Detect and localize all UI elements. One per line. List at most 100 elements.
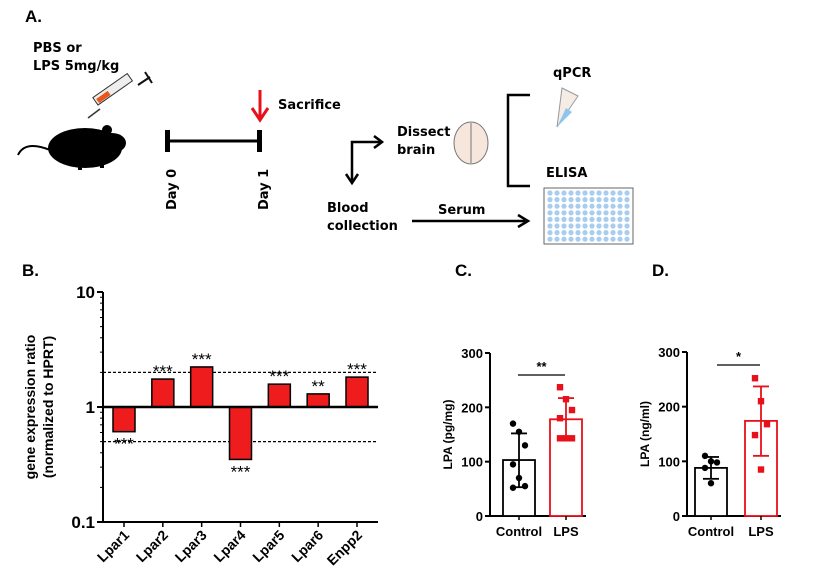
plate-well (568, 197, 574, 203)
plate-well (617, 210, 623, 216)
day1-label: Day 1 (257, 169, 272, 210)
plate-well (568, 223, 574, 229)
plate-well (547, 197, 553, 203)
data-point (515, 428, 523, 435)
data-point (509, 461, 517, 468)
branch-arrows (344, 93, 531, 229)
day0-label: Day 0 (165, 169, 180, 210)
data-point (707, 458, 715, 465)
data-point (562, 435, 570, 442)
x-tick-label: Control (496, 524, 542, 539)
plate-well (568, 203, 574, 209)
significance-label: *** (192, 350, 212, 369)
y-tick-label: 0 (673, 509, 680, 524)
significance-label: ** (536, 359, 547, 374)
plate-well (575, 190, 581, 196)
plate-well (554, 236, 560, 242)
x-tick-label: Lpar2 (133, 527, 171, 565)
plate-well (596, 210, 602, 216)
plate-well (554, 210, 560, 216)
plate-well (617, 236, 623, 242)
plate-well (575, 236, 581, 242)
panel-label-b: B. (22, 261, 39, 280)
y-tick-label: 1 (86, 398, 95, 417)
brain-icon (453, 121, 489, 165)
serum-label: Serum (438, 203, 485, 218)
plate-well (596, 190, 602, 196)
plate-well (547, 236, 553, 242)
data-point (521, 482, 529, 490)
significance-label: * (736, 349, 742, 364)
qpcr-label: qPCR (553, 66, 591, 81)
plate-well (582, 210, 588, 216)
plate-well (624, 230, 630, 236)
bar-lpar2 (151, 378, 175, 408)
plate-well (617, 216, 623, 222)
plate-well (568, 230, 574, 236)
panel-label-c: C. (455, 261, 472, 280)
plate-well (575, 203, 581, 209)
plate-well (610, 210, 616, 216)
x-tick-label: LPS (553, 524, 579, 539)
plate-well (589, 210, 595, 216)
plate-well (610, 190, 616, 196)
data-point (751, 431, 759, 439)
plate-well (624, 197, 630, 203)
data-point (515, 474, 523, 482)
chart-b: 0.1 1 10 gene expression ratio (normalized t… (22, 283, 378, 568)
x-tick-label: Lpar4 (210, 527, 248, 565)
bar-enpp2 (345, 376, 369, 408)
significance-label: *** (347, 360, 367, 379)
x-tick-label: Lpar5 (249, 527, 287, 565)
dissect-label-1: Dissect (397, 125, 450, 140)
treatment-label-1: PBS or (33, 41, 82, 56)
plate-well (610, 203, 616, 209)
data-point (713, 459, 721, 466)
y-tick-label: 0 (476, 509, 483, 524)
plate-well (582, 203, 588, 209)
plate-well (568, 236, 574, 242)
plate-well (575, 230, 581, 236)
plate-well (561, 203, 567, 209)
plate-well (575, 223, 581, 229)
plate-well (582, 230, 588, 236)
plate-well (610, 223, 616, 229)
x-tick-label: Control (688, 524, 734, 539)
data-point (562, 395, 570, 403)
x-tick-label: Lpar6 (288, 527, 326, 565)
x-tick-label: Lpar3 (172, 527, 210, 565)
plate-well (603, 190, 609, 196)
x-tick-label: Lpar1 (94, 527, 132, 565)
plate-well (603, 236, 609, 242)
data-point (556, 435, 564, 442)
syringe-icon (87, 71, 153, 119)
data-point (701, 452, 709, 460)
plate-well (589, 203, 595, 209)
plate-well (617, 190, 623, 196)
plate-well (589, 230, 595, 236)
sacrifice-label: Sacrifice (278, 98, 341, 113)
plate-well (561, 197, 567, 203)
plate-well (603, 197, 609, 203)
plate-well (624, 190, 630, 196)
panel-label-d: D. (652, 261, 669, 280)
y-axis-label: LPA (ng/ml) (638, 401, 652, 467)
sacrifice-arrow-icon (250, 90, 270, 123)
data-point (751, 375, 759, 382)
plate-well (603, 223, 609, 229)
significance-label: *** (153, 362, 173, 381)
plate-well (582, 216, 588, 222)
y-tick-label: 100 (461, 455, 483, 470)
data-point (568, 435, 576, 442)
y-tick-label: 300 (461, 346, 483, 361)
plate-well (582, 236, 588, 242)
bar-lpar3 (189, 366, 214, 408)
significance-label: *** (231, 462, 251, 481)
plate-well (589, 236, 595, 242)
plate-well (603, 210, 609, 216)
plate-well (596, 230, 602, 236)
y-tick-label: 200 (461, 400, 483, 415)
data-point (707, 480, 715, 487)
timeline (165, 130, 262, 152)
data-point (509, 484, 517, 491)
